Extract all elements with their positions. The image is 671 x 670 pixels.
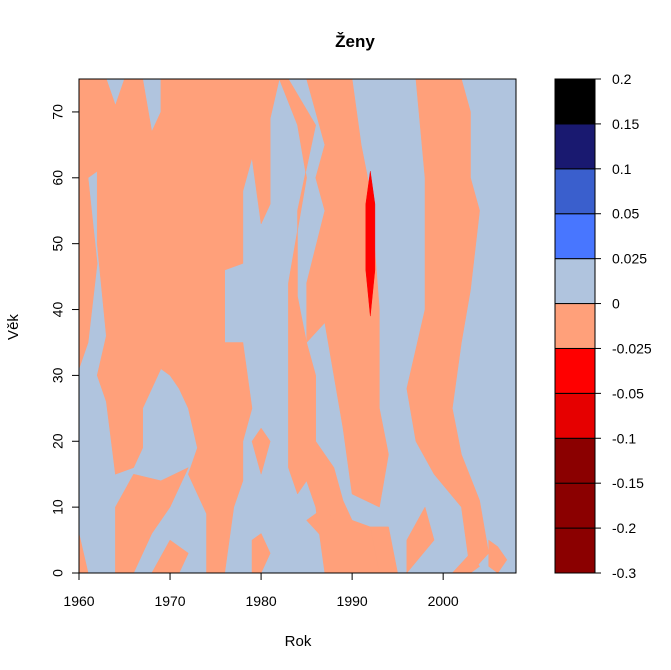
legend-label: 0 [612, 296, 620, 312]
contour-region-11 [406, 506, 435, 574]
legend-label: 0.025 [612, 251, 647, 267]
plot-area [78, 78, 517, 574]
y-tick-label: 0 [50, 569, 66, 577]
legend-label: 0.1 [612, 161, 632, 177]
contour-regions [78, 78, 508, 574]
legend-swatch [554, 123, 596, 170]
legend-label: 0.05 [612, 206, 639, 222]
legend-swatch [554, 392, 596, 439]
x-tick-label: 1970 [154, 593, 185, 609]
legend-swatch [554, 482, 596, 529]
legend-label: -0.3 [612, 565, 636, 581]
legend-label: 0.15 [612, 116, 639, 132]
y-tick-label: 70 [50, 104, 66, 120]
legend-swatch [554, 78, 596, 125]
y-tick-label: 60 [50, 170, 66, 186]
legend-swatch [554, 527, 596, 574]
legend-label: -0.15 [612, 475, 644, 491]
x-axis-title: Rok [285, 633, 312, 650]
y-axis: 0 10 20 30 40 50 60 70 [50, 104, 80, 577]
x-axis: 1960 1970 1980 1990 2000 [63, 572, 459, 609]
legend-label: -0.025 [612, 340, 652, 356]
y-tick-label: 50 [50, 236, 66, 252]
legend-swatch [554, 347, 596, 394]
y-tick-label: 30 [50, 367, 66, 383]
legend-swatch [554, 168, 596, 215]
legend-swatch [554, 303, 596, 349]
y-tick-label: 40 [50, 302, 66, 318]
contour-region-9 [306, 506, 335, 541]
legend-swatch [554, 258, 596, 305]
legend-label: 0.2 [612, 71, 632, 87]
legend-swatch [554, 437, 596, 484]
x-tick-label: 1990 [337, 593, 368, 609]
contour-region-5 [251, 427, 271, 476]
color-legend: -0.3 -0.2 -0.15 -0.1 -0.05 -0.025 0 0.025 0.05 0.… [554, 71, 652, 581]
legend-swatch [554, 213, 596, 260]
legend-label: -0.1 [612, 430, 636, 446]
y-tick-label: 10 [50, 499, 66, 515]
x-tick-label: 2000 [428, 593, 459, 609]
y-tick-label: 20 [50, 433, 66, 449]
contour-region-15 [365, 171, 376, 317]
legend-label: -0.2 [612, 520, 636, 536]
y-axis-title: Věk [5, 314, 22, 340]
legend-label: -0.05 [612, 385, 644, 401]
contour-region-1 [78, 78, 280, 574]
contour-region-13 [488, 539, 508, 574]
chart-title: Ženy [335, 32, 375, 51]
x-tick-label: 1960 [63, 593, 94, 609]
contour-region-6 [251, 533, 271, 574]
x-tick-label: 1980 [246, 593, 277, 609]
